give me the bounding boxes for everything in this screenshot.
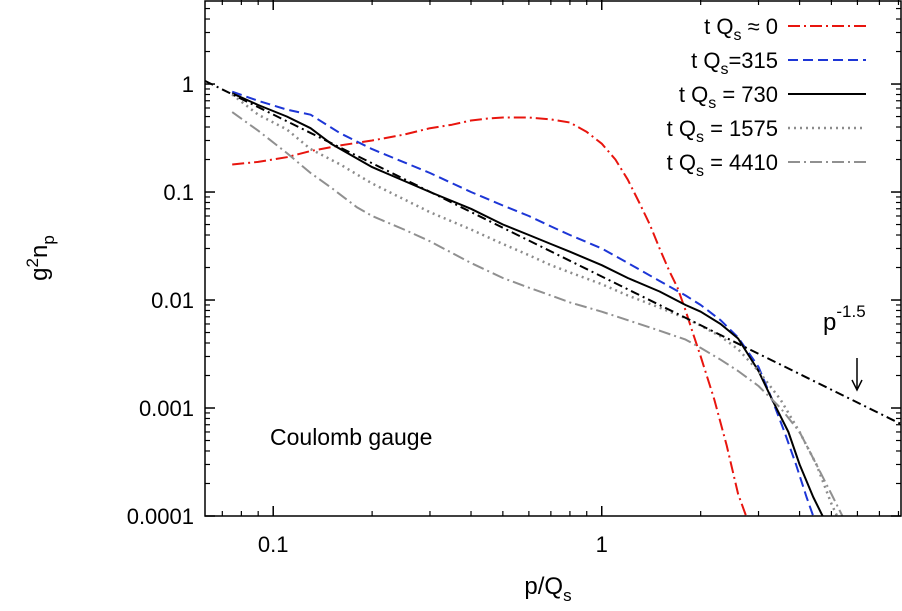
series-line-powerlaw <box>205 80 902 426</box>
powerlaw-arrow <box>851 358 863 392</box>
axis-ticks: 0.1 1 0.0001 0.001 0.01 0.1 1 <box>127 0 901 557</box>
powerlaw-annotation: p-1.5 <box>823 302 866 336</box>
x-tick-label: 1 <box>596 532 608 557</box>
y-axis-label: g2np <box>23 235 58 281</box>
gauge-annotation: Coulomb gauge <box>270 424 432 450</box>
series-lines <box>205 80 902 516</box>
x-tick-label: 0.1 <box>258 532 289 557</box>
legend-label: t Qs = 1575 <box>667 116 778 146</box>
legend: t Qs ≈ 0 t Qs=315 t Qs = 730 t Qs = 1575 t Q… <box>667 14 866 180</box>
y-tick-label: 0.001 <box>139 396 194 421</box>
series-line-0 <box>232 116 748 516</box>
legend-label: t Qs = 4410 <box>667 150 778 180</box>
y-tick-label: 0.01 <box>151 288 194 313</box>
legend-label: t Qs ≈ 0 <box>704 14 778 44</box>
legend-label: t Qs=315 <box>691 48 778 78</box>
y-tick-label: 0.0001 <box>127 504 194 529</box>
y-tick-label: 0.1 <box>163 180 194 205</box>
x-axis-label: p/Qs <box>524 573 571 605</box>
plot-frame <box>204 0 902 517</box>
y-tick-label: 1 <box>182 72 194 97</box>
series-line-4 <box>231 111 844 516</box>
legend-label: t Qs = 730 <box>679 82 778 112</box>
